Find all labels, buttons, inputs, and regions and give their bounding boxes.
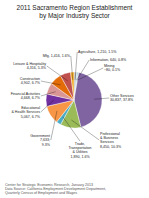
footnote: Center for Strategic Economic Research, … [5,183,106,196]
text-line: 4,316, 5.3% [27,66,47,70]
text-line: 4,668, 6.7% [21,96,41,100]
slice-label: Leisure & Hospitality4,316, 5.3% [13,62,47,70]
text-line: 4,902, 6.7% [21,81,41,85]
leader-line [41,81,61,85]
slice-label: Information, 640, 0.8% [90,58,127,62]
pie-slice [71,72,74,100]
text-line: 1,890, 1.6% [70,155,90,159]
text-line: 5,067, 6.7% [21,115,41,119]
slice-label: Construction4,902, 6.7% [20,77,41,85]
leader-line [71,120,99,140]
pie-slice [60,72,74,100]
leader-line [63,117,80,141]
slice-label: Professional& BusinessServices8,450, 10.… [100,132,122,149]
leader-line [77,68,103,80]
leader-line [41,92,56,96]
slice-label: Financial Activities4,668, 6.7% [11,92,41,100]
text-line: 9.3% [42,143,51,147]
chart-container: 2011 Sacramento Region Establishmentby M… [0,0,149,198]
slice-label: Agriculture, 1,210, 1.5% [78,50,117,54]
text-line: Mfg, 1,416, 1.6% [43,54,71,58]
text-line: Quarterly Census of Employment and Wages [5,191,77,195]
slice-label: Trade,Transportation& Utilities1,890, 1.… [68,142,91,159]
text-line: Information, 640, 0.8% [90,58,127,62]
text-line: by Major Industry Sector [39,12,110,20]
slice-label: Government7,633;9.3% [30,134,51,147]
slice-labels: Agriculture, 1,210, 1.5% Information, 640… [11,50,134,158]
leader-line [47,66,68,81]
slice-label: Mining~80, 0.1% [104,64,121,72]
text-line: 30,837, 37.8% [110,98,134,102]
leader-line [41,100,54,112]
chart-title: 2011 Sacramento Region Establishmentby M… [17,4,133,20]
text-line: 8,450, 10.3% [100,145,122,149]
pie [46,72,102,128]
leader-line [75,52,77,80]
leader-line [71,56,73,80]
text-line: Agriculture, 1,210, 1.5% [78,50,117,54]
chart-svg: 2011 Sacramento Region Establishmentby M… [0,0,149,198]
text-line: ~80, 0.1% [104,68,121,72]
slice-label: Other Services30,837, 37.8% [110,94,134,102]
slice-label: Educational& Health Services5,067, 6.7% [11,106,40,119]
leader-line [94,98,109,99]
slice-label: Mfg, 1,416, 1.6% [43,54,71,58]
leader-line [51,111,57,140]
leader-line [77,60,89,80]
